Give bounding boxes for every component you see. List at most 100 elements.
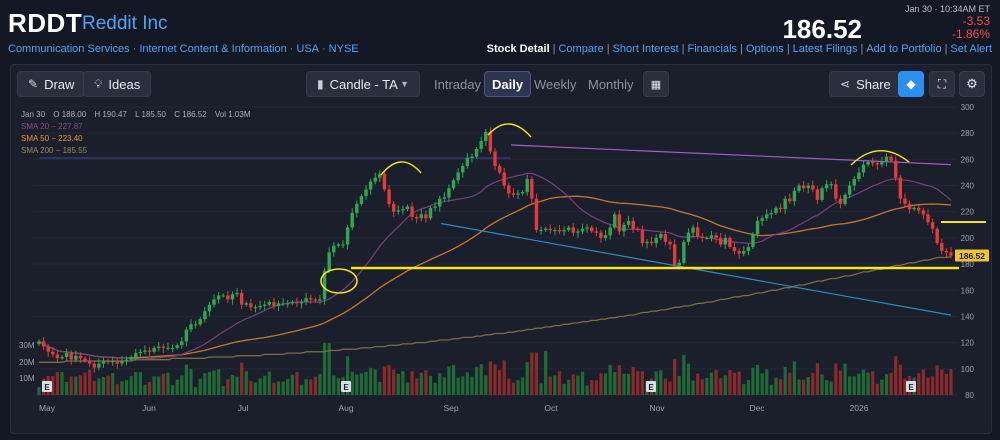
quote-header: RDDT Reddit Inc Communication Services · I… (0, 0, 1000, 58)
legend-sma200: SMA 200 − 185.55 (21, 146, 88, 155)
volume-bar (700, 379, 704, 395)
premium-button[interactable]: ◆ (898, 71, 924, 97)
candle-body (295, 302, 299, 304)
candle-body (143, 350, 147, 352)
candle-body (866, 161, 870, 165)
candle-body (636, 228, 640, 231)
breakout-circle-annotation (320, 268, 358, 294)
tab-intraday[interactable]: Intraday (434, 76, 481, 92)
volume-bar (765, 369, 769, 395)
link-compare[interactable]: Compare (558, 43, 604, 55)
volume-bar (184, 364, 188, 395)
volume-bar (78, 375, 83, 395)
candle-body (723, 237, 728, 245)
candle-body (419, 214, 424, 219)
volume-bar (419, 372, 423, 395)
volume-bar (788, 372, 792, 395)
company-name-link[interactable]: Reddit Inc (82, 13, 168, 34)
breadcrumb-industry[interactable]: Internet Content & Information (139, 43, 287, 55)
candle-body (613, 214, 617, 228)
settings-button[interactable]: ⚙ (959, 71, 985, 97)
candle-body (401, 209, 405, 211)
tab-weekly[interactable]: Weekly (534, 76, 577, 92)
candle-body (368, 181, 373, 190)
legend-sma50: SMA 50 − 223.40 (21, 134, 83, 143)
share-button[interactable]: ⋖ Share (829, 71, 902, 97)
legend-high: H 190.47 (94, 110, 127, 119)
candle-body (705, 237, 709, 239)
breadcrumb-country[interactable]: USA (296, 43, 319, 55)
volume-bar (134, 372, 138, 395)
candle-body (949, 252, 953, 256)
candle-body (83, 358, 87, 361)
candle-body (465, 158, 470, 166)
candle-body (350, 213, 354, 228)
candle-body (249, 303, 253, 308)
candle-body (378, 173, 382, 178)
volume-bar (392, 369, 396, 395)
candle-body (461, 165, 465, 173)
candle-body (359, 196, 364, 204)
chart-type-select[interactable]: ▮ Candle - TA ▼ (306, 71, 420, 97)
calendar-icon: ▦ (650, 78, 662, 91)
candle-body (571, 227, 576, 233)
volume-bar (378, 381, 382, 395)
x-tick-label: May (39, 403, 56, 413)
earnings-marker-label: E (44, 383, 50, 392)
volume-bar (682, 355, 686, 395)
volume-bar (857, 373, 861, 395)
candle-body (244, 303, 248, 305)
volume-bar (355, 374, 359, 395)
candle-body (212, 299, 216, 305)
candle-body (852, 179, 856, 186)
legend-date: Jan 30 (21, 110, 46, 119)
volume-bar (240, 362, 244, 395)
tab-daily[interactable]: Daily (484, 71, 532, 97)
link-stock-detail[interactable]: Stock Detail (486, 43, 550, 55)
volume-bar (346, 356, 350, 395)
y-tick-label: 280 (961, 129, 975, 138)
link-options[interactable]: Options (745, 43, 784, 55)
volume-bar (590, 380, 594, 395)
earnings-marker-label: E (908, 383, 914, 392)
volume-bar (825, 380, 829, 395)
calendar-button[interactable]: ▦ (643, 71, 669, 97)
ideas-button[interactable]: 💡︎ Ideas (83, 71, 152, 97)
link-financials[interactable]: Financials (687, 43, 738, 55)
volume-bar (447, 366, 451, 395)
volume-bar (502, 360, 506, 395)
candle-body (870, 161, 875, 164)
candle-body (373, 177, 377, 182)
link-short-interest[interactable]: Short Interest (612, 43, 679, 55)
breadcrumb-sector[interactable]: Communication Services (8, 43, 130, 55)
x-tick-label: Jun (142, 403, 156, 413)
candle-body (60, 357, 64, 359)
breadcrumb-exchange[interactable]: NYSE (328, 43, 359, 55)
candle-body (935, 228, 939, 244)
candle-body (617, 214, 622, 232)
link-latest-filings[interactable]: Latest Filings (792, 43, 858, 55)
volume-bar (465, 372, 469, 395)
link-add-to-portfolio[interactable]: Add to Portfolio (866, 43, 942, 55)
candle-body (497, 165, 502, 173)
volume-bar (382, 366, 387, 395)
link-set-alert[interactable]: Set Alert (950, 43, 992, 55)
price-chart[interactable]: 300 280 260 240 220 200 180 160 140 120 100 80 30M 20… (11, 65, 991, 433)
fullscreen-button[interactable]: ⛶ (929, 71, 955, 97)
quote-nav-links: Stock Detail | Compare | Short Interest | Fina… (486, 43, 992, 55)
volume-bar (553, 375, 557, 395)
tab-monthly[interactable]: Monthly (588, 76, 634, 92)
candle-body (235, 292, 239, 295)
candle-body (239, 292, 244, 305)
volume-bar (714, 369, 718, 395)
candle-body (87, 360, 92, 364)
volume-bar (861, 369, 866, 395)
candle-body (645, 241, 649, 244)
draw-button-label: Draw (44, 76, 75, 92)
volume-bar (622, 373, 626, 395)
candle-body (230, 294, 235, 300)
candle-body (74, 355, 78, 360)
volume-bar (507, 378, 511, 395)
candle-body (502, 172, 506, 186)
volume-bar (290, 374, 294, 395)
